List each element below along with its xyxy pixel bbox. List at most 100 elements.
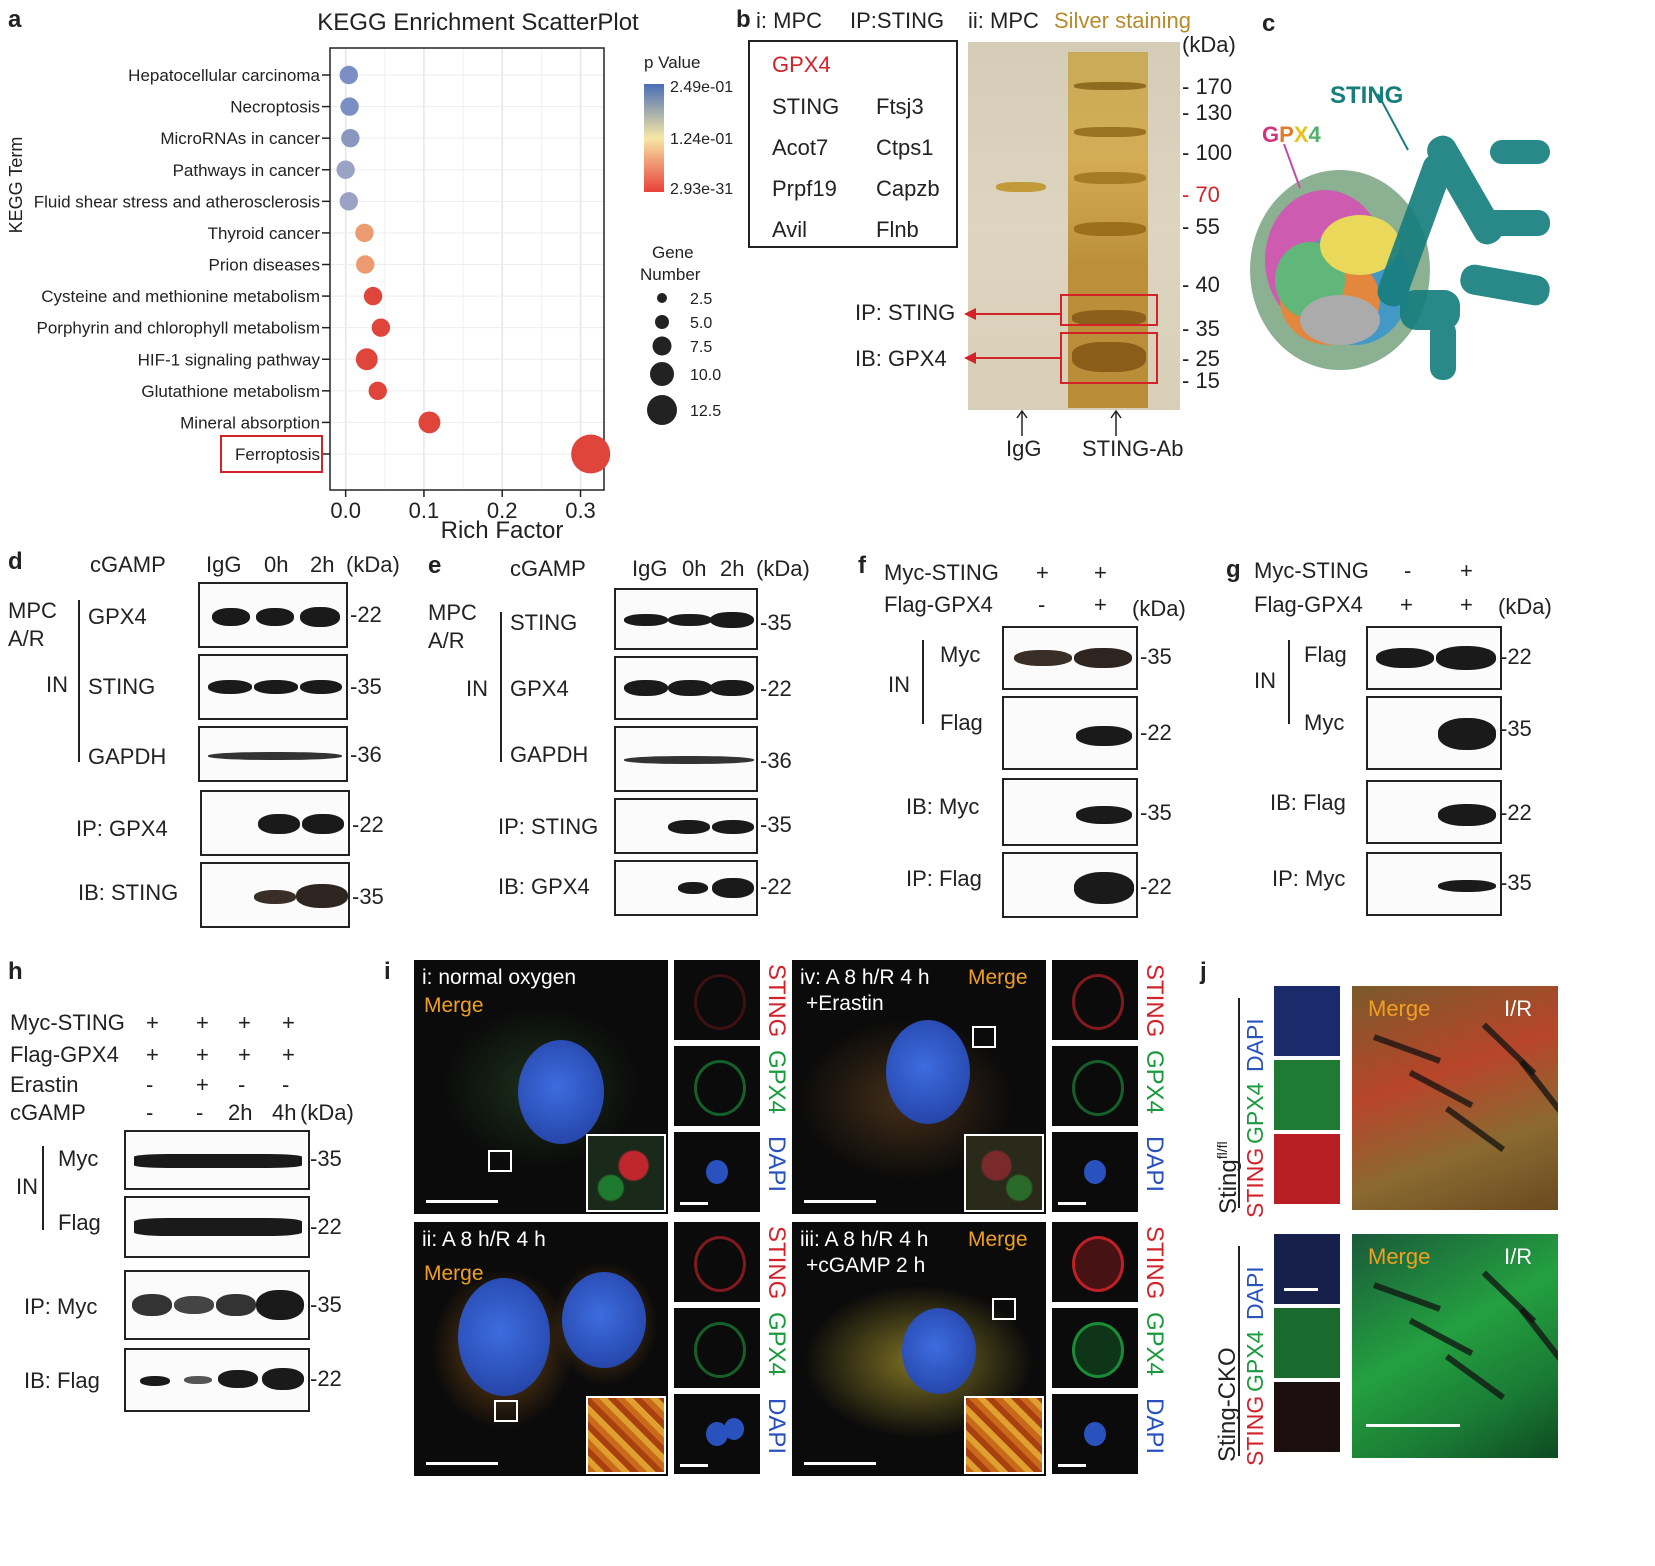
sting-channel-image xyxy=(1052,960,1138,1040)
d-row-2-label: STING xyxy=(88,674,156,699)
h-row-3-label: IP: Myc xyxy=(24,1294,98,1319)
g-row-4-label: IP: Myc xyxy=(1272,866,1346,891)
ms-protein-box: GPX4 STING Acot7 Prpf19 Avil Ftsj3 Ctps1… xyxy=(748,40,958,248)
panel-b-title-ii: ii: MPC xyxy=(968,8,1039,33)
legend-size-title-2: Number xyxy=(640,265,701,284)
legend-size-label: 10.0 xyxy=(690,367,721,384)
d-cell-1: MPC xyxy=(8,598,57,623)
gel-marker-25: - 25 xyxy=(1182,346,1220,371)
x-tick-label: 0.3 xyxy=(565,498,596,523)
h-cond-sign: - xyxy=(146,1100,154,1125)
gpx4-channel-image xyxy=(1052,1046,1138,1126)
g-row-2-label: Myc xyxy=(1304,710,1345,735)
y-axis-label: KEGG Term xyxy=(6,137,26,234)
h-cond-sign: + xyxy=(196,1042,209,1067)
legend-size-dot xyxy=(655,315,669,329)
d-lane-1: IgG xyxy=(206,552,242,577)
j-channel-label-gpx4: GPX4 xyxy=(1242,1330,1268,1392)
panel-label-f: f xyxy=(858,552,866,579)
d-row-1-label: GPX4 xyxy=(88,604,147,629)
nucleus xyxy=(518,1040,604,1144)
d-blot-ip-gpx4 xyxy=(200,790,350,856)
legend-size-dot xyxy=(647,395,677,425)
e-blot-gpx4 xyxy=(614,656,758,720)
gpx4-structure-label: GPX4 xyxy=(1262,122,1321,147)
nucleus xyxy=(902,1308,976,1394)
igg-heavy-chain-band xyxy=(996,182,1046,192)
j-dapi-image xyxy=(1274,1234,1340,1304)
h-blot-flag xyxy=(124,1196,310,1258)
zoom-inset xyxy=(586,1396,666,1474)
e-treatment: cGAMP xyxy=(510,556,586,581)
protein-left-3: Prpf19 xyxy=(772,176,837,201)
e-input: IN xyxy=(466,676,488,701)
data-point xyxy=(371,318,391,337)
g-cond-2-sign-2: + xyxy=(1460,592,1473,617)
e-kda: (kDa) xyxy=(756,556,810,581)
legend-size-dot xyxy=(650,362,674,386)
ferroptosis-highlight-box xyxy=(220,435,323,473)
zoom-inset xyxy=(964,1396,1044,1474)
j-condition-label: I/R xyxy=(1504,996,1533,1021)
h-cond-sign: + xyxy=(238,1010,251,1035)
merge-image: ii: A 8 h/R 4 h Merge xyxy=(414,1222,668,1476)
j-channel-label-gpx4: GPX4 xyxy=(1242,1082,1268,1144)
d-row-3-label: GAPDH xyxy=(88,744,167,769)
j-sting-image xyxy=(1274,1382,1340,1452)
term-label: Thyroid cancer xyxy=(208,224,321,243)
f-blot-flag xyxy=(1002,696,1138,770)
e-lane-1: IgG xyxy=(632,556,668,581)
chart-title: KEGG Enrichment ScatterPlot xyxy=(317,9,639,36)
protein-right-1: Ftsj3 xyxy=(876,94,924,119)
gel-marker-130: - 130 xyxy=(1182,100,1233,125)
channel-label-gpx4: GPX4 xyxy=(763,1050,790,1115)
g-kda: (kDa) xyxy=(1498,594,1552,619)
merge-image: iii: A 8 h/R 4 h +cGAMP 2 h Merge xyxy=(792,1222,1046,1476)
e-lane-2: 0h xyxy=(682,556,707,581)
d-row-1-kda: -22 xyxy=(350,602,382,627)
g-cond-2-sign-1: + xyxy=(1400,592,1413,617)
j-gpx4-image xyxy=(1274,1060,1340,1130)
j-channel-label-dapi: DAPI xyxy=(1242,1266,1268,1320)
g-blot-myc xyxy=(1366,696,1502,770)
channel-label-gpx4: GPX4 xyxy=(1141,1050,1168,1115)
term-label: Ferroptosis xyxy=(235,445,320,464)
f-blot-ip-flag xyxy=(1002,852,1138,918)
condition-label-2: +Erastin xyxy=(806,992,884,1015)
scale-bar xyxy=(426,1462,498,1465)
f-row-1-kda: -35 xyxy=(1140,644,1172,669)
legend-p-title: p Value xyxy=(644,53,700,72)
e-row-5-label: IB: GPX4 xyxy=(498,874,590,899)
x-axis-label: Rich Factor xyxy=(441,517,564,544)
gel-marker-100: - 100 xyxy=(1182,140,1233,165)
f-cond-2: Flag-GPX4 xyxy=(884,592,993,617)
h-cond-sign: - xyxy=(196,1100,204,1125)
sting-channel-image xyxy=(674,1222,760,1302)
h-input: IN xyxy=(16,1174,38,1199)
h-row-1-kda: -35 xyxy=(310,1146,342,1171)
protein-left-4: Avil xyxy=(772,217,808,242)
lane-arrows xyxy=(1016,409,1122,436)
f-row-4-label: IP: Flag xyxy=(906,866,982,891)
legend-size-label: 7.5 xyxy=(690,339,712,356)
j-merge-image: Merge I/R xyxy=(1352,986,1558,1210)
legend-p-label-1: 2.49e-01 xyxy=(670,79,733,96)
condition-label-2: +cGAMP 2 h xyxy=(806,1254,926,1277)
legend-size-title-1: Gene xyxy=(652,243,694,262)
d-cell-2: A/R xyxy=(8,626,45,651)
f-row-3-label: IB: Myc xyxy=(906,794,980,819)
legend-p-colorbar xyxy=(644,84,664,192)
nucleus xyxy=(458,1278,550,1396)
nucleus xyxy=(562,1272,646,1368)
j-merge-label: Merge xyxy=(1368,996,1431,1021)
condition-label: iii: A 8 h/R 4 h xyxy=(800,1228,929,1251)
data-point xyxy=(340,97,359,116)
lane-label-sting-ab: STING-Ab xyxy=(1082,436,1184,461)
g-row-2-kda: -35 xyxy=(1500,716,1532,741)
d-lane-2: 0h xyxy=(264,552,289,577)
f-kda: (kDa) xyxy=(1132,596,1186,621)
panel-label-d: d xyxy=(8,548,23,575)
data-point xyxy=(363,286,383,306)
zoom-inset xyxy=(964,1134,1044,1212)
data-point xyxy=(355,348,378,371)
